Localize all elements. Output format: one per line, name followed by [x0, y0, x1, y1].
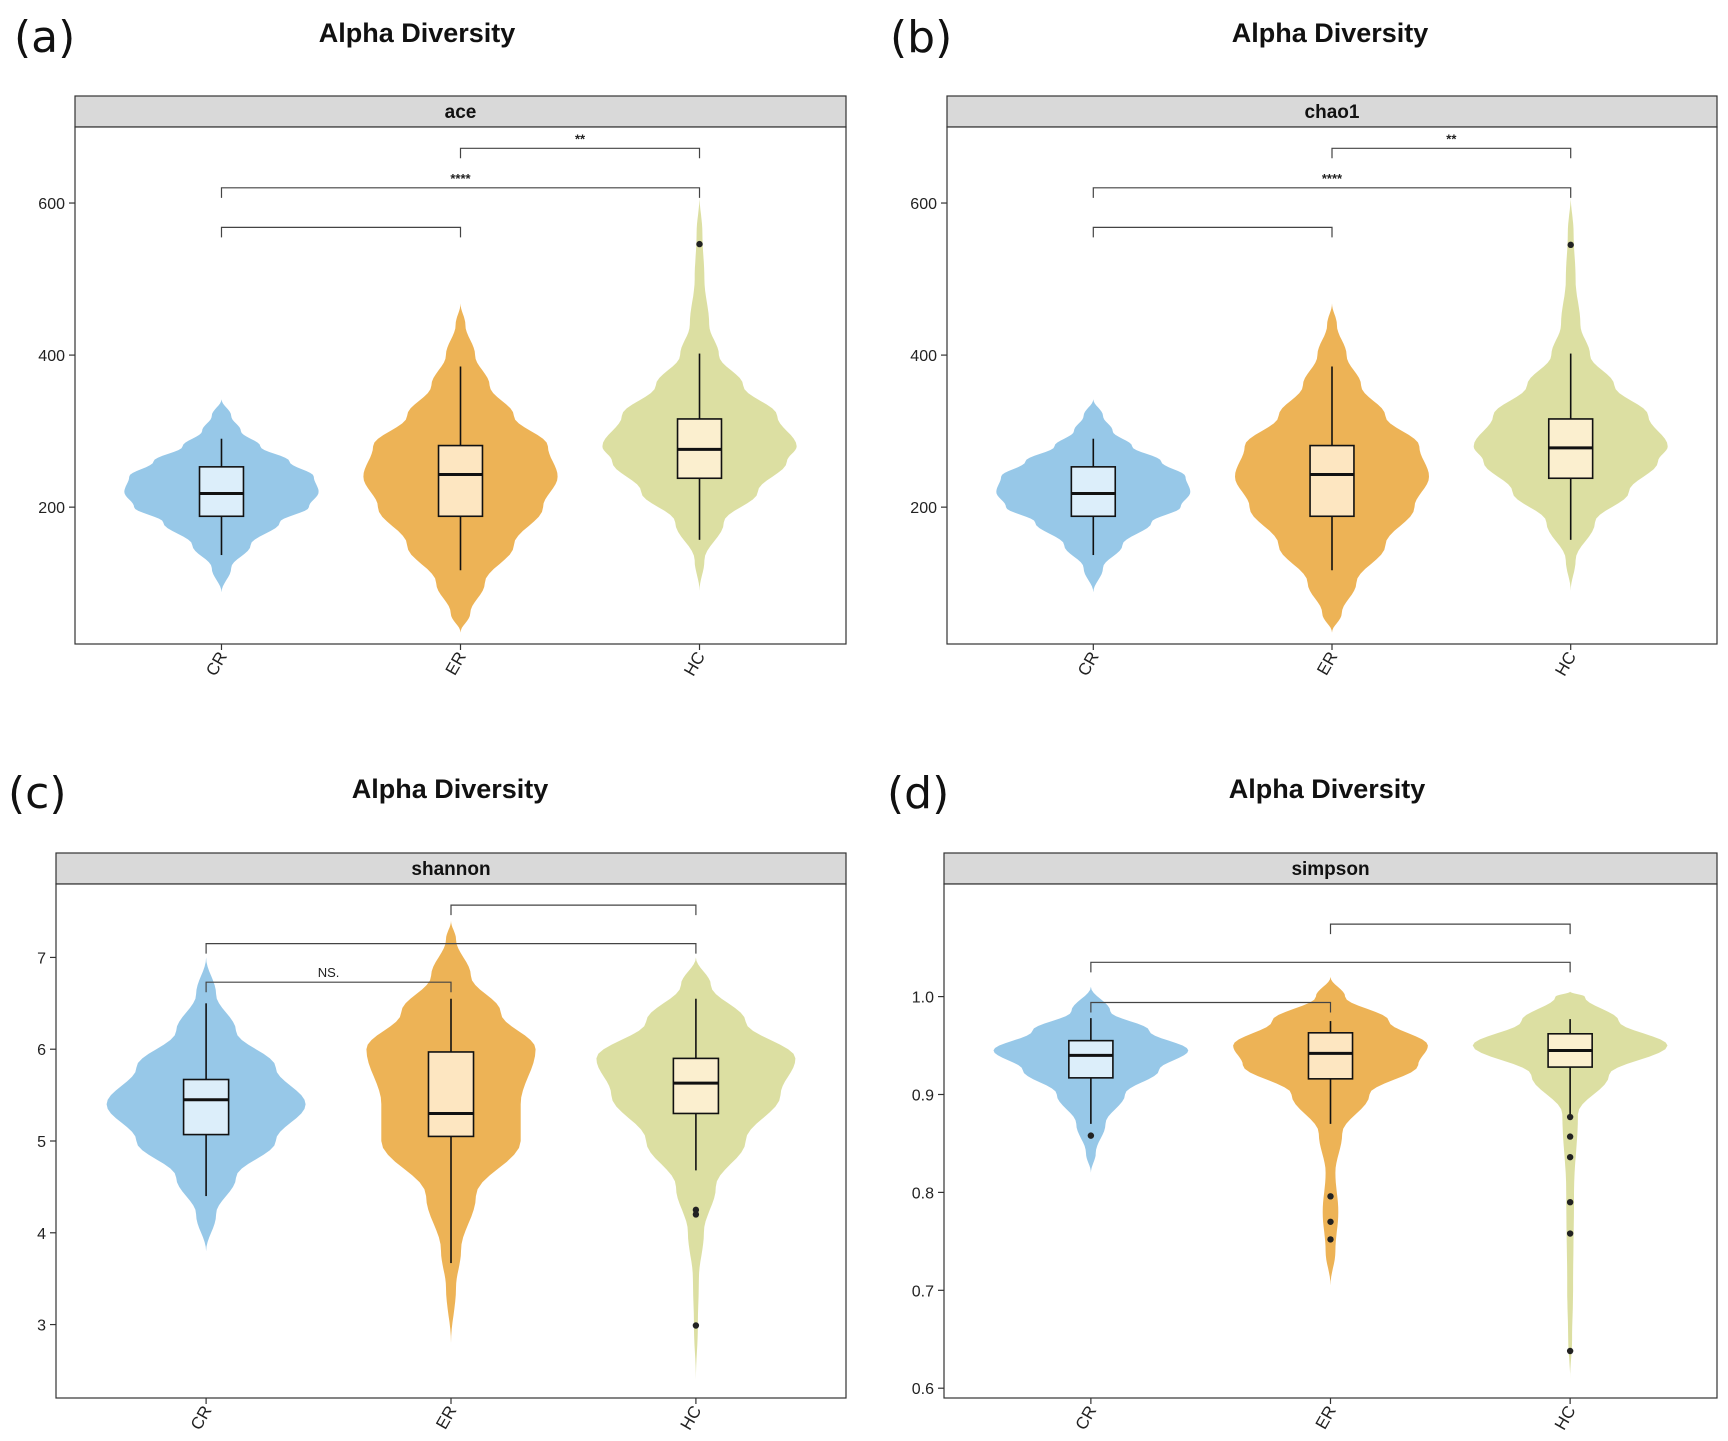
significance-bracket: [1092, 187, 1572, 198]
y-tick-label: 600: [910, 196, 937, 213]
x-tick-label: ER: [1313, 649, 1341, 679]
x-tick-label: CR: [187, 1403, 216, 1434]
outlier-point: [692, 1211, 700, 1218]
panel-label: (d): [887, 768, 950, 819]
facet-strip: [74, 95, 847, 128]
box-HC: [672, 1057, 720, 1115]
plot-simpson: simpson 0.6 0.7 0.8 0.9 1.0 CR ER HC: [912, 852, 1718, 1434]
chart-title: Alpha Diversity: [1231, 18, 1429, 48]
significance-bracket: [1090, 1001, 1332, 1013]
y-tick-label: 6: [37, 1042, 46, 1059]
y-tick-label: 5: [37, 1134, 46, 1151]
x-tick-label: CR: [1072, 1403, 1101, 1434]
outlier-point: [1567, 241, 1574, 249]
outlier-point: [1566, 1347, 1574, 1355]
y-tick-label: 400: [38, 348, 65, 365]
significance-bracket: [220, 226, 462, 238]
y-tick-label: 1.0: [912, 990, 934, 1007]
outlier-point: [692, 1322, 700, 1329]
plot-shannon: shannon 3 4 5 6 7 CR ER HC NS.: [37, 852, 847, 1434]
x-tick-label: ER: [442, 649, 470, 679]
facet-label: shannon: [411, 859, 490, 880]
y-tick-label: 0.7: [912, 1283, 934, 1300]
y-tick-label: 400: [910, 348, 937, 365]
y-tick-label: 4: [37, 1226, 46, 1243]
panel-label: (b): [890, 12, 953, 63]
x-tick-label: CR: [202, 649, 231, 680]
box-ER: [1307, 1032, 1354, 1080]
facet-strip: [943, 852, 1718, 885]
y-tick-label: 200: [38, 500, 65, 517]
outlier-point: [1566, 1113, 1574, 1121]
chart-title: Alpha Diversity: [351, 774, 549, 804]
significance-bracket: [1090, 961, 1571, 973]
chart-title: Alpha Diversity: [1228, 774, 1426, 804]
violin-HC: [1472, 991, 1668, 1379]
x-tick-label: HC: [1551, 649, 1580, 680]
y-tick-label: 0.6: [912, 1381, 934, 1398]
significance-label: ****: [1322, 171, 1343, 186]
x-tick-label: HC: [677, 1403, 706, 1434]
significance-label: ****: [450, 171, 471, 186]
box-CR: [182, 1078, 230, 1136]
y-tick-label: 3: [37, 1318, 46, 1335]
outlier-point: [1566, 1230, 1574, 1237]
box-ER: [437, 444, 484, 518]
facet-label: simpson: [1291, 859, 1369, 880]
significance-label: **: [575, 131, 586, 146]
facet-strip: [946, 95, 1718, 128]
panel-label: (a): [14, 12, 76, 63]
box-ER: [1309, 444, 1355, 518]
outlier-point: [696, 240, 703, 248]
violin-ER: [1233, 977, 1428, 1286]
outlier-point: [692, 1206, 700, 1214]
significance-bracket: [459, 147, 701, 159]
y-tick-label: 200: [910, 500, 937, 517]
significance-bracket: [1092, 226, 1333, 238]
x-tick-label: CR: [1074, 649, 1103, 680]
y-tick-label: 600: [38, 196, 65, 213]
outlier-point: [1566, 1133, 1574, 1140]
significance-bracket: [205, 943, 697, 954]
significance-bracket: [1329, 923, 1571, 935]
box-CR: [1068, 1039, 1114, 1079]
facet-label: ace: [445, 102, 477, 123]
outlier-point: [1327, 1193, 1334, 1200]
box-ER: [427, 1051, 475, 1138]
significance-label: NS.: [318, 965, 340, 980]
y-tick-label: 0.9: [912, 1087, 934, 1104]
y-tick-label: 0.8: [912, 1185, 934, 1202]
x-tick-label: ER: [432, 1403, 460, 1433]
significance-bracket: [220, 187, 701, 198]
outlier-point: [1566, 1153, 1574, 1161]
chart-title: Alpha Diversity: [318, 18, 516, 48]
significance-label: **: [1446, 131, 1457, 146]
outlier-point: [1327, 1236, 1334, 1243]
outlier-point: [1566, 1198, 1574, 1206]
significance-bracket: [1331, 147, 1572, 159]
box-CR: [198, 466, 245, 518]
significance-bracket: [205, 981, 452, 993]
box-CR: [1070, 466, 1117, 518]
outlier-point: [1327, 1218, 1334, 1225]
outlier-point: [1087, 1132, 1095, 1139]
significance-bracket: [450, 904, 697, 916]
facet-label: chao1: [1305, 102, 1360, 123]
y-tick-label: 7: [37, 950, 46, 967]
panel-label: (c): [8, 768, 67, 819]
x-tick-label: HC: [680, 649, 709, 680]
x-tick-label: HC: [1551, 1403, 1580, 1434]
x-tick-label: ER: [1312, 1403, 1340, 1433]
